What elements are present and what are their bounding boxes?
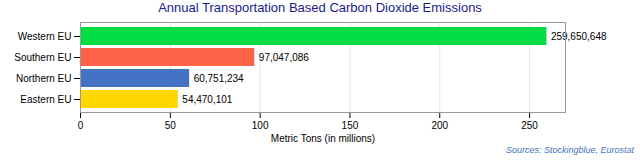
svg-text:150: 150: [342, 120, 359, 131]
svg-text:Northern EU: Northern EU: [16, 73, 72, 84]
svg-text:259,650,648: 259,650,648: [551, 31, 607, 42]
svg-text:54,470,101: 54,470,101: [182, 94, 232, 105]
html-text:Sources: Stockingblue, Eurosta: Sources: Stockingblue, Eurostat: [505, 145, 634, 155]
svg-text:0: 0: [78, 120, 84, 131]
svg-text:200: 200: [431, 120, 448, 131]
svg-text:100: 100: [252, 120, 269, 131]
html-text:Annual Transportation Based Ca: Annual Transportation Based Carbon Dioxi…: [158, 0, 482, 15]
svg-text:60,751,234: 60,751,234: [194, 73, 244, 84]
svg-text:250: 250: [521, 120, 538, 131]
svg-text:97,047,086: 97,047,086: [259, 52, 309, 63]
svg-text:Metric Tons (in millions): Metric Tons (in millions): [271, 133, 375, 144]
svg-text:Southern EU: Southern EU: [14, 52, 71, 63]
svg-text:Eastern EU: Eastern EU: [20, 94, 71, 105]
svg-text:50: 50: [165, 120, 177, 131]
svg-text:Western EU: Western EU: [18, 31, 72, 42]
